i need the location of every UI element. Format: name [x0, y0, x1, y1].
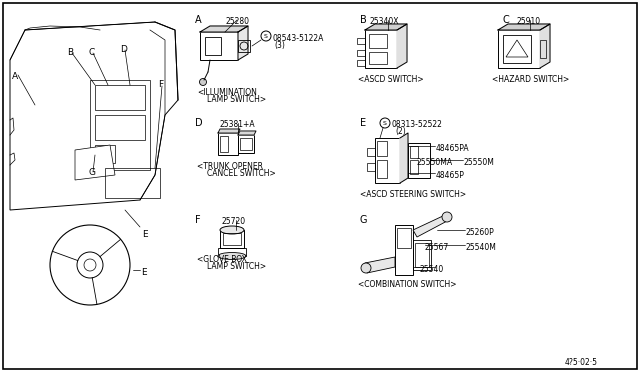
Text: 25280: 25280: [225, 17, 249, 26]
Text: C: C: [88, 48, 94, 57]
Bar: [498, 30, 540, 68]
Circle shape: [200, 78, 207, 86]
Text: 25540: 25540: [420, 265, 444, 274]
Text: 25260P: 25260P: [466, 228, 495, 237]
Ellipse shape: [220, 226, 244, 234]
Bar: [375, 138, 400, 183]
Bar: [238, 135, 254, 153]
Bar: [413, 240, 431, 270]
Text: G: G: [88, 168, 95, 177]
Text: 25550MA: 25550MA: [417, 158, 453, 167]
Text: 25720: 25720: [222, 217, 246, 226]
Bar: [410, 146, 418, 158]
Polygon shape: [400, 133, 408, 183]
Text: <HAZARD SWITCH>: <HAZARD SWITCH>: [492, 75, 569, 84]
Polygon shape: [200, 26, 248, 32]
Bar: [415, 243, 429, 267]
Text: F: F: [195, 215, 200, 225]
Bar: [367, 148, 375, 156]
Polygon shape: [218, 129, 240, 133]
Text: S: S: [383, 121, 387, 126]
Text: 08543-5122A: 08543-5122A: [273, 34, 324, 43]
Text: <COMBINATION SWITCH>: <COMBINATION SWITCH>: [358, 280, 456, 289]
Text: B: B: [360, 15, 367, 25]
Polygon shape: [10, 22, 178, 210]
Polygon shape: [498, 24, 550, 30]
Text: B: B: [67, 48, 73, 57]
Bar: [218, 248, 246, 256]
Bar: [105, 168, 160, 198]
Ellipse shape: [218, 253, 246, 260]
Text: E: E: [142, 230, 148, 239]
Text: (2): (2): [395, 127, 406, 136]
Bar: [369, 34, 387, 48]
Bar: [95, 115, 145, 140]
Bar: [205, 37, 221, 55]
Text: <GLOVE BOX: <GLOVE BOX: [197, 255, 247, 264]
Text: (3): (3): [274, 41, 285, 50]
Text: 08313-52522: 08313-52522: [392, 120, 443, 129]
Circle shape: [442, 212, 452, 222]
Bar: [220, 230, 244, 248]
Bar: [367, 163, 375, 171]
Bar: [200, 32, 238, 60]
Text: LAMP SWITCH>: LAMP SWITCH>: [207, 262, 266, 271]
Bar: [240, 138, 252, 150]
Polygon shape: [75, 145, 115, 180]
Bar: [357, 60, 365, 66]
Text: S: S: [264, 34, 268, 39]
Text: A: A: [12, 72, 18, 81]
Text: 25567: 25567: [425, 243, 449, 252]
Text: E: E: [141, 268, 147, 277]
Bar: [408, 143, 430, 178]
Bar: [397, 228, 411, 248]
Text: 25381+A: 25381+A: [220, 120, 255, 129]
Bar: [218, 133, 238, 155]
Text: 4?5·02·5: 4?5·02·5: [565, 358, 598, 367]
Text: G: G: [360, 215, 367, 225]
Polygon shape: [365, 24, 407, 30]
Polygon shape: [397, 24, 407, 68]
Text: 48465PA: 48465PA: [436, 144, 470, 153]
Text: <ASCD STEERING SWITCH>: <ASCD STEERING SWITCH>: [360, 190, 466, 199]
Text: D: D: [120, 45, 127, 54]
Text: <TRUNK OPENER: <TRUNK OPENER: [197, 162, 263, 171]
Text: 25340X: 25340X: [370, 17, 399, 26]
Polygon shape: [238, 131, 256, 135]
Text: 48465P: 48465P: [436, 171, 465, 180]
Bar: [377, 160, 387, 178]
Text: E: E: [360, 118, 366, 128]
Text: <ILLUMINATION: <ILLUMINATION: [197, 88, 257, 97]
Bar: [365, 30, 397, 68]
Bar: [95, 145, 115, 163]
Text: 25550M: 25550M: [464, 158, 495, 167]
Bar: [377, 141, 387, 156]
Bar: [90, 80, 150, 170]
Polygon shape: [540, 24, 550, 68]
Bar: [223, 233, 241, 245]
Bar: [540, 40, 546, 58]
Text: <ASCD SWITCH>: <ASCD SWITCH>: [358, 75, 424, 84]
Text: CANCEL SWITCH>: CANCEL SWITCH>: [207, 169, 276, 178]
Bar: [395, 225, 413, 275]
Bar: [369, 52, 387, 64]
Text: 25540M: 25540M: [466, 243, 497, 252]
Bar: [357, 38, 365, 44]
Polygon shape: [365, 257, 395, 273]
Bar: [357, 50, 365, 56]
Bar: [503, 35, 531, 63]
Text: F: F: [158, 80, 163, 89]
Bar: [410, 160, 418, 174]
Circle shape: [361, 263, 371, 273]
Text: LAMP SWITCH>: LAMP SWITCH>: [207, 95, 266, 104]
Polygon shape: [413, 215, 449, 237]
Text: D: D: [195, 118, 203, 128]
Polygon shape: [238, 26, 248, 60]
Bar: [95, 85, 145, 110]
Bar: [238, 40, 250, 52]
Text: 25910: 25910: [517, 17, 541, 26]
Bar: [220, 136, 228, 152]
Text: A: A: [195, 15, 202, 25]
Text: C: C: [503, 15, 509, 25]
